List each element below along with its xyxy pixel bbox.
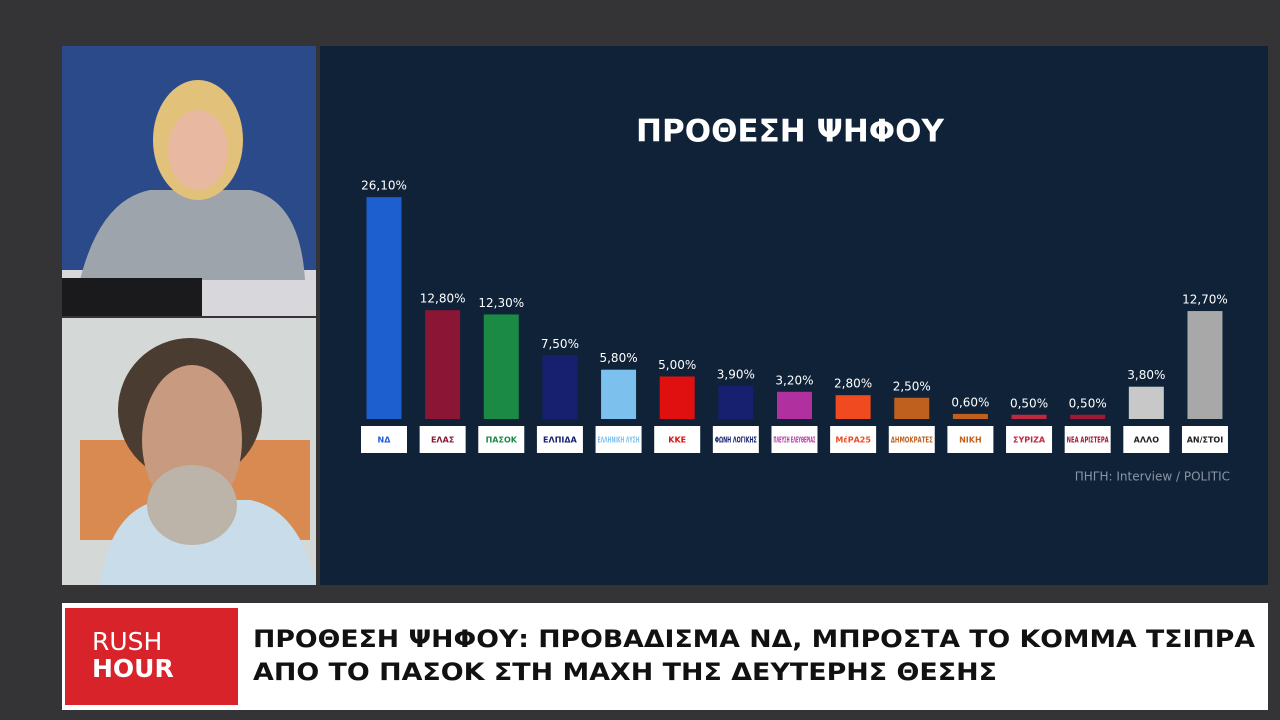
party-logo [1123, 426, 1170, 453]
studio-monitor [62, 278, 202, 316]
party-logo [771, 426, 818, 453]
party-label: ΠΛΕΥΣΗ ΕΛΕΥΘΕΡΙΑΣ [773, 436, 815, 445]
headline-line: ΑΠΟ ΤΟ ΠΑΣΟΚ ΣΤΗ ΜΑΧΗ ΤΗΣ ΔΕΥΤΕΡΗΣ ΘΕΣΗΣ [253, 658, 997, 686]
brand-line: HOUR [92, 654, 174, 683]
value-label: 3,90% [717, 367, 755, 381]
bar [659, 376, 695, 419]
party-logo [478, 426, 525, 453]
value-label: 3,20% [775, 373, 813, 387]
bar [601, 369, 637, 419]
value-label: 2,80% [834, 377, 872, 391]
bar [1011, 414, 1047, 419]
party-label: ΑΝ/ΣΤΟΙ [1187, 436, 1224, 445]
party-label: ΑΛΛΟ [1134, 436, 1160, 445]
value-label: 5,80% [599, 351, 637, 365]
party-logo [947, 426, 994, 453]
party-logo [595, 426, 642, 453]
party-label: ΚΚΕ [668, 436, 686, 445]
party-label: ΣΥΡΙΖΑ [1013, 436, 1046, 445]
value-label: 3,80% [1127, 368, 1165, 382]
chart-panel [320, 46, 1268, 585]
brand-line: RUSH [92, 627, 162, 656]
party-logo [712, 426, 759, 453]
party-logo [1006, 426, 1053, 453]
value-label: 2,50% [893, 379, 931, 393]
party-label: ΔΗΜΟΚΡΑΤΕΣ [891, 436, 933, 445]
party-label: ΦΩΝΗ ΛΟΓΙΚΗΣ [715, 436, 757, 445]
guest-beard [147, 465, 237, 545]
party-logo [1181, 426, 1228, 453]
headline-line: ΠΡΟΘΕΣΗ ΨΗΦΟΥ: ΠΡΟΒΑΔΙΣΜΑ ΝΔ, ΜΠΡΟΣΤΑ ΤΟ… [253, 625, 1255, 653]
party-label: ΕΛΠΙΔΑ [543, 436, 578, 445]
party-logo [830, 426, 877, 453]
chart-source: ΠΗΓΗ: Interview / POLITIC [1075, 470, 1230, 484]
anchor-face [168, 110, 228, 190]
value-label: 0,60% [951, 395, 989, 409]
bar [1187, 311, 1223, 419]
ticker-bar [62, 603, 1268, 710]
bar [483, 314, 519, 419]
party-label: ΕΛΑΣ [431, 436, 454, 445]
bar [1128, 386, 1164, 419]
bar [366, 197, 402, 419]
value-label: 0,50% [1069, 396, 1107, 410]
value-label: 12,30% [478, 296, 524, 310]
bar [894, 397, 930, 419]
value-label: 12,80% [420, 292, 466, 306]
bar [718, 385, 754, 419]
bar [952, 413, 988, 419]
party-label: ΝΙΚΗ [959, 436, 982, 445]
value-label: 0,50% [1010, 396, 1048, 410]
party-label: ΠΑΣΟΚ [486, 436, 518, 445]
chart-title: ΠΡΟΘΕΣΗ ΨΗΦΟΥ [636, 114, 944, 150]
party-logo [536, 426, 583, 453]
party-logo [361, 426, 407, 453]
bar [776, 391, 812, 419]
bar [542, 355, 578, 419]
party-logo [888, 426, 935, 453]
party-logo [1064, 426, 1111, 453]
bar [1070, 414, 1106, 419]
party-logo [419, 426, 466, 453]
party-label: ΕΛΛΗΝΙΚΗ ΛΥΣΗ [598, 436, 640, 445]
party-label: ΝΕΑ ΑΡΙΣΤΕΡΑ [1067, 436, 1110, 445]
party-label: ΜέΡΑ25 [835, 435, 871, 445]
bar [835, 395, 871, 419]
value-label: 5,00% [658, 358, 696, 372]
anchor-body [80, 190, 305, 280]
brand-box [65, 608, 238, 705]
bar [425, 310, 461, 419]
value-label: 26,10% [361, 179, 407, 193]
party-logo [654, 426, 701, 453]
party-label: ΝΔ [378, 436, 392, 445]
value-label: 12,70% [1182, 293, 1228, 307]
value-label: 7,50% [541, 337, 579, 351]
